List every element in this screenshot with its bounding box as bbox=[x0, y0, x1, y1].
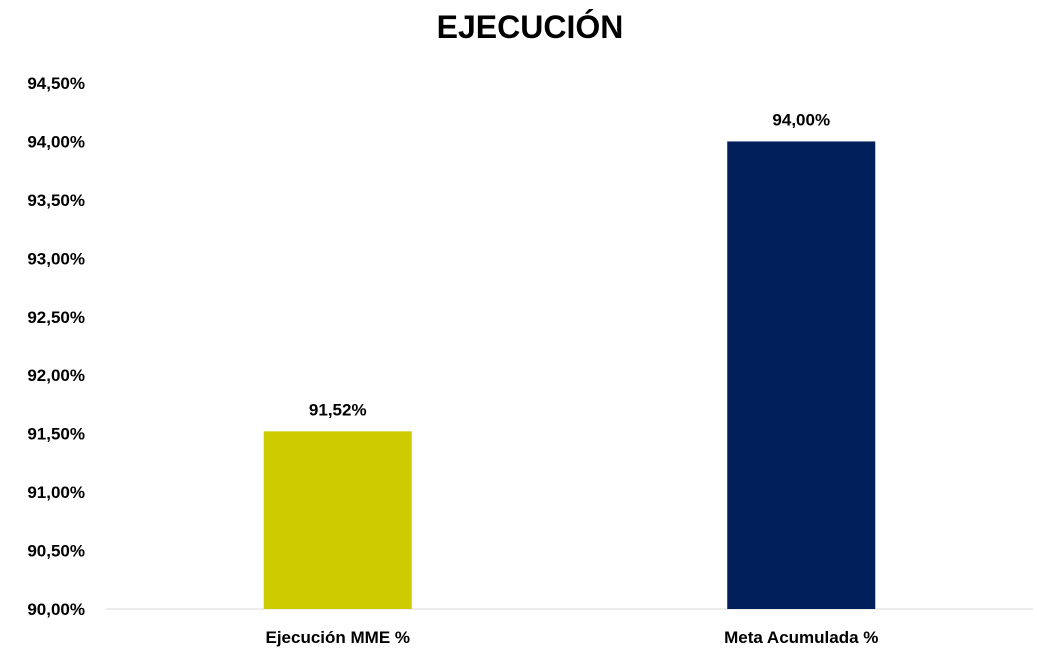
y-tick-label: 94,00% bbox=[27, 132, 85, 151]
bar-value-label: 94,00% bbox=[772, 110, 830, 129]
bars bbox=[263, 141, 876, 609]
bar-value-label: 91,52% bbox=[309, 400, 367, 419]
bar bbox=[263, 431, 412, 609]
x-category-label: Meta Acumulada % bbox=[724, 628, 878, 647]
y-tick-label: 90,00% bbox=[27, 600, 85, 619]
y-tick-label: 93,50% bbox=[27, 191, 85, 210]
y-axis-tick-labels: 90,00% 90,50% 91,00% 91,50% 92,00% 92,50% 93,0… bbox=[27, 74, 85, 619]
data-labels: 91,52% 94,00% bbox=[309, 110, 830, 419]
bar bbox=[727, 141, 876, 609]
y-tick-label: 93,00% bbox=[27, 249, 85, 268]
y-tick-label: 91,00% bbox=[27, 483, 85, 502]
y-tick-label: 90,50% bbox=[27, 542, 85, 561]
x-category-label: Ejecución MME % bbox=[265, 628, 410, 647]
y-tick-label: 91,50% bbox=[27, 425, 85, 444]
chart-title: EJECUCIÓN bbox=[437, 9, 624, 45]
x-axis-category-labels: Ejecución MME % Meta Acumulada % bbox=[265, 628, 878, 647]
y-tick-label: 94,50% bbox=[27, 74, 85, 93]
y-tick-label: 92,00% bbox=[27, 366, 85, 385]
y-tick-label: 92,50% bbox=[27, 308, 85, 327]
